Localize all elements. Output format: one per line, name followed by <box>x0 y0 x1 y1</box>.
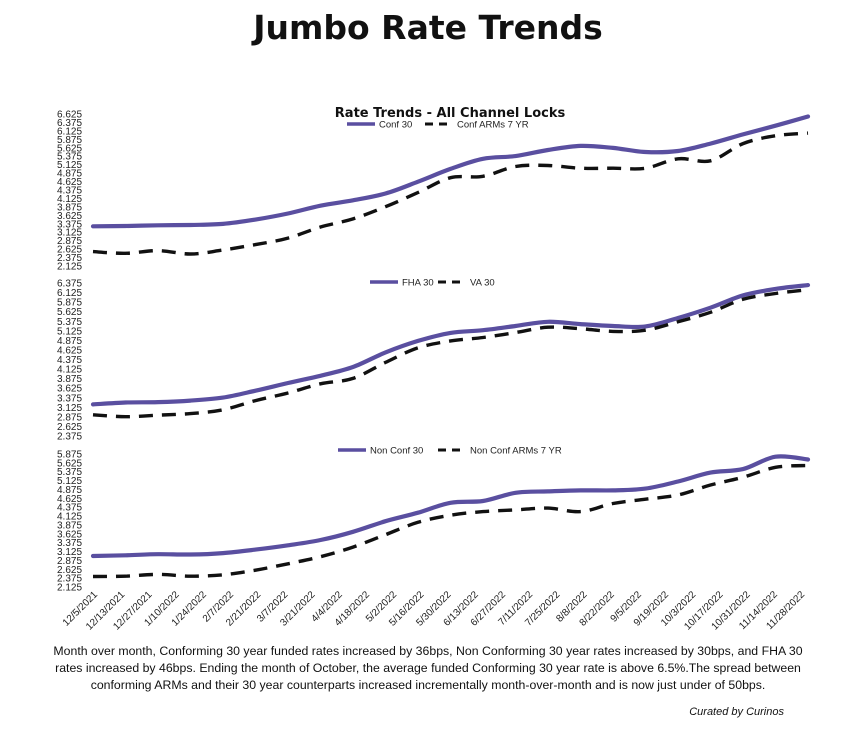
y-tick-label: 2.625 <box>57 245 82 256</box>
y-tick-label: 5.375 <box>57 152 82 163</box>
y-tick-label: 6.125 <box>57 288 82 299</box>
summary-text: Month over month, Conforming 30 year fun… <box>53 644 803 692</box>
y-tick-label: 3.625 <box>57 211 82 222</box>
y-tick-label: 2.375 <box>57 574 82 585</box>
y-tick-label: 6.125 <box>57 126 82 137</box>
y-tick-label: 4.375 <box>57 503 82 514</box>
y-tick-label: 6.375 <box>57 118 82 129</box>
y-tick-label: 4.375 <box>57 355 82 366</box>
legend-label: FHA 30 <box>402 278 434 289</box>
y-tick-label: 5.375 <box>57 467 82 478</box>
series-line-conf-arms-7-yr <box>92 131 809 256</box>
legend-label: Non Conf 30 <box>370 446 423 457</box>
legend-label: VA 30 <box>470 278 495 289</box>
y-tick-label: 6.375 <box>57 279 82 290</box>
y-tick-label: 2.875 <box>57 236 82 247</box>
y-tick-label: 4.625 <box>57 177 82 188</box>
y-tick-label: 3.125 <box>57 547 82 558</box>
x-axis: 12/5/202112/13/202112/27/20211/10/20221/… <box>61 589 808 632</box>
y-tick-label: 5.625 <box>57 143 82 154</box>
y-tick-label: 6.625 <box>57 110 82 121</box>
legend-label: Non Conf ARMs 7 YR <box>470 446 562 457</box>
y-tick-label: 4.625 <box>57 345 82 356</box>
y-tick-label: 2.125 <box>57 262 82 273</box>
y-tick-label: 2.625 <box>57 565 82 576</box>
credit-text: Curated by Curinos <box>689 706 784 718</box>
y-tick-label: 3.875 <box>57 202 82 213</box>
y-tick-label: 5.875 <box>57 298 82 309</box>
chart-panel-3: 5.8755.6255.3755.1254.8754.6254.3754.125… <box>57 446 811 594</box>
y-tick-label: 4.375 <box>57 186 82 197</box>
y-tick-label: 2.625 <box>57 422 82 433</box>
y-tick-label: 3.875 <box>57 374 82 385</box>
y-tick-label: 2.875 <box>57 556 82 567</box>
y-tick-label: 3.625 <box>57 529 82 540</box>
y-tick-label: 3.625 <box>57 384 82 395</box>
y-tick-label: 3.375 <box>57 393 82 404</box>
y-tick-label: 3.125 <box>57 403 82 414</box>
series-line-non-conf-arms-7-yr <box>92 463 809 579</box>
chart-panel-1: 6.6256.3756.1255.8755.6255.3755.1254.875… <box>57 106 811 273</box>
y-tick-label: 3.375 <box>57 538 82 549</box>
y-tick-label: 5.125 <box>57 326 82 337</box>
y-tick-label: 4.875 <box>57 169 82 180</box>
y-tick-label: 5.125 <box>57 160 82 171</box>
y-tick-label: 4.125 <box>57 512 82 523</box>
y-tick-label: 4.625 <box>57 494 82 505</box>
y-tick-label: 5.625 <box>57 458 82 469</box>
y-tick-label: 5.125 <box>57 476 82 487</box>
y-tick-label: 3.125 <box>57 228 82 239</box>
legend-label: Conf ARMs 7 YR <box>457 120 529 131</box>
series-line-fha-30 <box>90 283 811 407</box>
y-tick-label: 2.875 <box>57 412 82 423</box>
y-tick-label: 4.875 <box>57 336 82 347</box>
y-tick-label: 2.125 <box>57 583 82 594</box>
y-tick-label: 4.875 <box>57 485 82 496</box>
y-tick-label: 2.375 <box>57 253 82 264</box>
chart-title: Rate Trends - All Channel Locks <box>335 106 566 121</box>
y-tick-label: 4.125 <box>57 194 82 205</box>
y-tick-label: 2.375 <box>57 432 82 443</box>
main-title: Jumbo Rate Trends <box>253 8 603 47</box>
series-line-conf-30 <box>90 114 811 229</box>
series-line-va-30 <box>92 288 809 419</box>
legend-label: Conf 30 <box>379 120 412 131</box>
y-tick-label: 4.125 <box>57 365 82 376</box>
y-tick-label: 5.625 <box>57 307 82 318</box>
y-tick-label: 3.875 <box>57 520 82 531</box>
y-tick-label: 5.875 <box>57 450 82 461</box>
y-tick-label: 3.375 <box>57 219 82 230</box>
chart-panel-2: 6.3756.1255.8755.6255.3755.1254.8754.625… <box>57 278 811 443</box>
y-tick-label: 5.375 <box>57 317 82 328</box>
y-tick-label: 5.875 <box>57 135 82 146</box>
series-line-non-conf-30 <box>90 454 811 559</box>
